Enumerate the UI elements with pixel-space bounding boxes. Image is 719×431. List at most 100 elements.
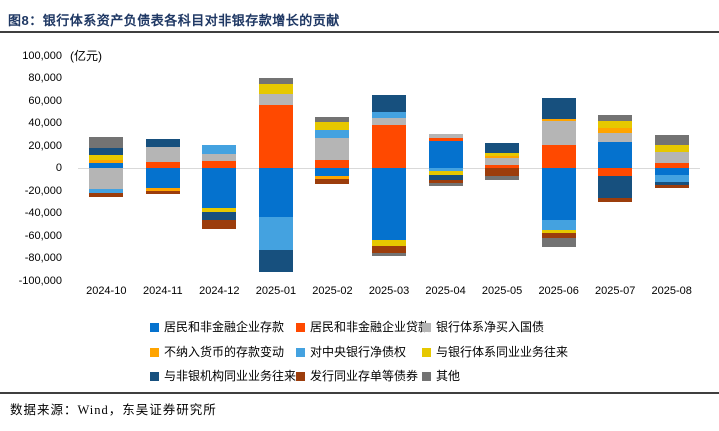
bar-segment: [541, 168, 576, 221]
bar-segment: [541, 98, 576, 120]
bar-segment: [372, 240, 406, 246]
bar-segment: [485, 142, 520, 153]
y-axis-tick-label: 80,000: [28, 72, 62, 84]
figure-title: 图8：银行体系资产负债表各科目对非银存款增长的贡献: [8, 13, 340, 28]
bar-segment: [89, 154, 124, 161]
y-axis-tick-label: 60,000: [28, 94, 62, 107]
y-axis-tick-label: -40,000: [24, 207, 62, 219]
legend-swatch-icon: [296, 348, 305, 357]
bar-segment: [372, 245, 406, 253]
bar-segment: [89, 188, 124, 194]
bar-segment: [654, 175, 689, 183]
bar-segment: [258, 105, 293, 168]
y-axis-tick-label: -80,000: [24, 252, 62, 264]
x-axis-category-label: 2024-11: [143, 285, 183, 297]
bar-segment: [428, 171, 463, 176]
title-divider: [0, 31, 719, 33]
x-axis-category-label: 2025-03: [368, 285, 410, 297]
bar-segment: [485, 155, 520, 159]
bar-segment: [89, 137, 124, 149]
x-axis-category-label: 2025-08: [651, 285, 692, 297]
legend-swatch-icon: [296, 372, 305, 381]
bar-segment: [89, 160, 124, 163]
bar-segment: [485, 168, 520, 177]
legend-item: 居民和非金融企业存款: [150, 321, 284, 334]
y-axis-tick-label: -60,000: [24, 229, 62, 242]
bar-segment: [258, 84, 293, 95]
bar-segment: [202, 145, 237, 154]
bar-segment: [372, 252, 406, 256]
bar-segment: [654, 134, 689, 145]
y-axis-tick-label: 100,000: [22, 49, 62, 62]
bar-segment: [315, 129, 350, 139]
bar-segment: [202, 153, 237, 162]
bar-segment: [315, 138, 350, 160]
x-axis-category-label: 2025-06: [538, 285, 579, 297]
bar-segment: [258, 94, 293, 105]
x-axis-category-label: 2025-02: [312, 285, 353, 297]
bar-segment: [258, 249, 293, 272]
bar-segment: [541, 233, 576, 239]
bar-segment: [145, 139, 180, 147]
bar-segment: [428, 137, 463, 141]
bar-segment: [485, 158, 520, 166]
bar-segment: [315, 117, 350, 122]
legend-item: 其他: [422, 370, 460, 383]
bar-segment: [428, 134, 463, 138]
bar-segment: [89, 193, 124, 197]
legend-label: 与银行体系同业业务往来: [436, 345, 569, 359]
legend-item: 发行同业存单等债券: [296, 370, 418, 383]
bar-segment: [372, 168, 406, 240]
legend-item: 与银行体系同业业务往来: [422, 346, 568, 359]
legend-item: 居民和非金融企业贷款: [296, 321, 430, 334]
bar-segment: [485, 152, 520, 156]
bar-segment: [202, 211, 237, 221]
y-axis-tick-label: -20,000: [24, 184, 62, 197]
bar-segment: [202, 220, 237, 229]
x-axis-category-label: 2024-10: [86, 285, 127, 297]
bar-segment: [598, 176, 633, 199]
bar-segment: [541, 230, 576, 234]
bar-segment: [89, 148, 124, 155]
bar-segment: [654, 144, 689, 152]
bar-segment: [654, 185, 689, 188]
y-axis-tick-label: -100,000: [18, 274, 62, 287]
legend-swatch-icon: [150, 372, 159, 381]
bar-segment: [145, 191, 180, 194]
bar-segment: [258, 216, 293, 250]
y-axis-unit-label: (亿元): [70, 49, 102, 63]
bar-segment: [145, 162, 180, 168]
bar-segment: [315, 121, 350, 130]
bar-segment: [145, 168, 180, 189]
legend-label: 其他: [436, 369, 461, 383]
legend-swatch-icon: [150, 323, 159, 332]
bar-segment: [654, 151, 689, 163]
legend-label: 银行体系净买入国债: [436, 320, 545, 334]
bar-segment: [598, 133, 633, 143]
bar-segment: [315, 159, 350, 168]
bar-segment: [485, 176, 520, 180]
legend-swatch-icon: [296, 323, 305, 332]
x-axis-category-label: 2024-12: [199, 285, 240, 297]
bar-segment: [541, 120, 576, 145]
bar-segment: [372, 125, 406, 168]
x-axis-category-label: 2025-01: [255, 285, 297, 297]
bar-segment: [258, 168, 293, 217]
bar-segment: [654, 168, 689, 176]
bar-segment: [145, 188, 180, 192]
legend-swatch-icon: [422, 372, 431, 381]
legend-swatch-icon: [150, 348, 159, 357]
bar-segment: [541, 220, 576, 231]
bar-segment: [428, 182, 463, 186]
bar-segment: [202, 207, 237, 212]
bar-segment: [598, 142, 633, 168]
legend-label: 对中央银行净债权: [310, 345, 407, 359]
bar-segment: [202, 161, 237, 168]
x-axis-category-label: 2025-07: [594, 285, 636, 297]
bar-segment: [89, 162, 124, 168]
bar-segment: [654, 182, 689, 186]
legend-label: 居民和非金融企业存款: [164, 320, 285, 334]
bar-segment: [598, 198, 633, 203]
